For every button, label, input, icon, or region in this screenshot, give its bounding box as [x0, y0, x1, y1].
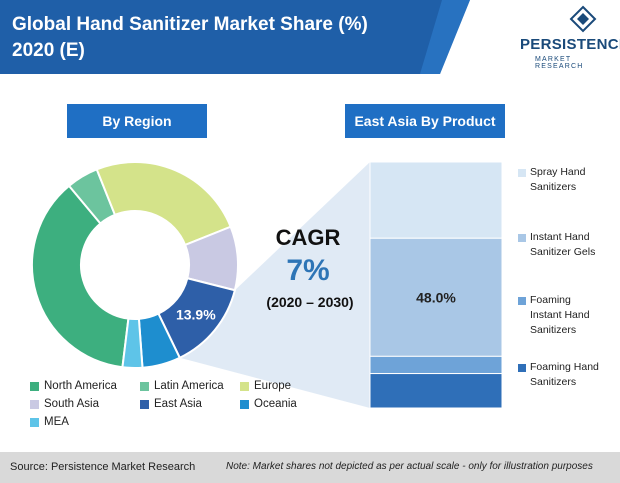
legend-swatch — [240, 399, 249, 409]
product-legend-label-spray-hand-sanitizers: Spray Hand Sanitizers — [530, 166, 586, 193]
footer-source: Source: Persistence Market Research — [10, 461, 196, 473]
legend-label: North America — [44, 380, 117, 392]
bar-segment-instant-hand-sanitizer-gels — [369, 237, 503, 357]
legend-item-europe: Europe — [240, 380, 291, 392]
page-title: Global Hand Sanitizer Market Share (%) 2… — [12, 12, 462, 64]
legend-swatch — [30, 381, 39, 391]
logo-subtext: MARKET RESEARCH — [535, 56, 584, 70]
connector-wedge — [179, 162, 370, 408]
legend-item-latin-america: Latin America — [140, 380, 224, 392]
footer-note: Note: Market shares not depicted as per … — [226, 461, 593, 472]
cagr-title: CAGR — [275, 225, 341, 250]
legend-label: Oceania — [254, 398, 297, 410]
title-line-2: 2020 (E) — [12, 40, 85, 61]
legend-swatch — [140, 381, 149, 391]
chart-area: 13.9% 48.0% — [31, 161, 503, 409]
product-panel-header: East Asia By Product — [345, 104, 505, 138]
product-panel-title: East Asia By Product — [354, 113, 496, 129]
title-line-1: Global Hand Sanitizer Market Share (%) — [12, 14, 368, 35]
legend-item-east-asia: East Asia — [140, 398, 202, 410]
logo-text: PERSISTENCE — [520, 36, 620, 53]
product-legend-label-instant-hand-sanitizer-gels: Instant Hand Sanitizer Gels — [530, 231, 596, 258]
legend-swatch — [30, 417, 39, 427]
donut-slice-europe — [95, 161, 232, 247]
legend-swatch — [140, 399, 149, 409]
product-legend-label-foaming-hand-sanitizers: Foaming Hand Sanitizers — [530, 361, 599, 388]
region-panel-title: By Region — [102, 113, 172, 129]
donut-slice-north-america — [31, 184, 130, 369]
donut-label-east-asia: 13.9% — [176, 307, 216, 323]
product-legend-swatch-instant-hand-sanitizer-gels — [518, 234, 526, 242]
legend-item-mea: MEA — [30, 416, 69, 428]
bar-segment-spray-hand-sanitizers — [369, 161, 503, 239]
bar-label-instant-hand-sanitizer-gels: 48.0% — [416, 289, 456, 305]
title-banner — [0, 0, 470, 74]
legend-swatch — [240, 381, 249, 391]
legend-label: Europe — [254, 380, 292, 392]
legend-label: East Asia — [154, 398, 202, 410]
legend-item-south-asia: South Asia — [30, 398, 99, 410]
bar-segment-foaming-instant-hand-sanitizers — [369, 355, 503, 375]
donut-slice-mea — [121, 317, 144, 369]
legend-label: South Asia — [44, 398, 99, 410]
cagr-value: 7% — [286, 254, 330, 287]
legend-item-north-america: North America — [30, 380, 117, 392]
product-legend-label-foaming-instant-hand-sanitizers: Foaming Instant Hand Sanitizers — [530, 294, 590, 336]
legend-label: MEA — [44, 416, 69, 428]
footer-bar — [0, 452, 620, 483]
legend-swatch — [30, 399, 39, 409]
cagr-period: (2020 – 2030) — [266, 294, 354, 310]
logo-icon — [569, 5, 597, 33]
legend-label: Latin America — [154, 380, 224, 392]
legend-item-oceania: Oceania — [240, 398, 297, 410]
product-legend-swatch-foaming-instant-hand-sanitizers — [518, 297, 526, 305]
product-legend-swatch-foaming-hand-sanitizers — [518, 364, 526, 372]
region-panel-header: By Region — [67, 104, 207, 138]
product-legend-swatch-spray-hand-sanitizers — [518, 169, 526, 177]
bar-segment-foaming-hand-sanitizers — [369, 373, 503, 409]
